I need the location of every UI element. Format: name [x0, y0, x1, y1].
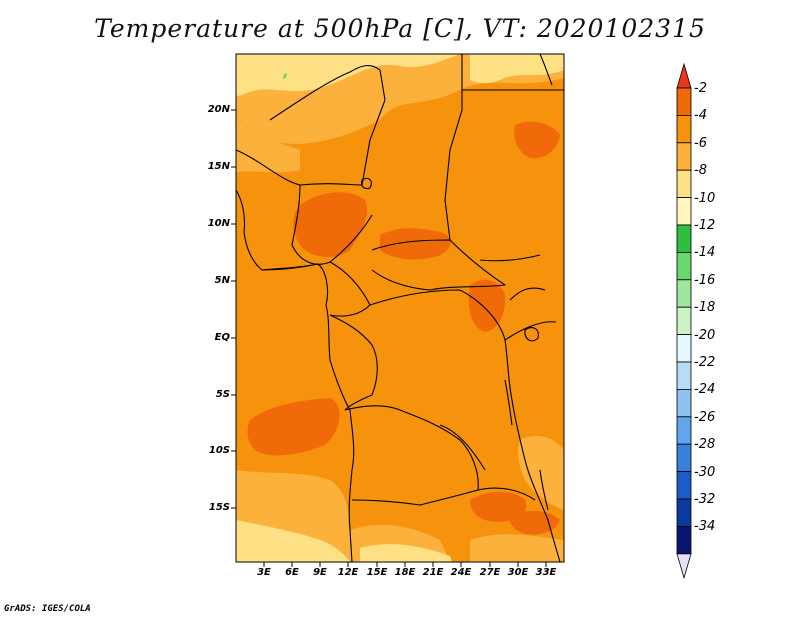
field-region-hot-sudan — [514, 121, 560, 159]
lon-label: 9E — [313, 567, 327, 578]
lat-label: 10N — [207, 218, 230, 229]
colorbar-swatch — [676, 306, 692, 336]
field-region-hot-mozambique — [509, 510, 560, 535]
colorbar-swatch — [676, 224, 692, 253]
lon-label: 18E — [394, 567, 416, 578]
lon-label: 12E — [337, 567, 359, 578]
lon-label: 6E — [285, 567, 299, 578]
border-nigeria — [291, 184, 373, 265]
coastline-east-africa — [504, 339, 561, 563]
colorbar-swatch — [676, 334, 692, 363]
border-east-africa-3 — [479, 254, 541, 262]
lon-label: 24E — [450, 567, 472, 578]
field-region-hot-central — [468, 279, 506, 332]
lon-label: 21E — [422, 567, 444, 578]
lon-label: 27E — [479, 567, 501, 578]
colorbar-label: -4 — [694, 108, 707, 123]
colorbar-label: -2 — [694, 81, 707, 96]
colorbar-arrow-bottom — [676, 553, 692, 580]
border-angola-namibia — [351, 499, 421, 506]
field-region-hot-nigeria — [293, 192, 368, 258]
coast-gulf-guinea — [261, 263, 319, 271]
coastline-angola-namibia — [348, 409, 355, 563]
lake-victoria — [524, 327, 539, 342]
colorbar — [676, 62, 692, 580]
colorbar-swatch — [676, 471, 692, 500]
colorbar-label: -24 — [694, 382, 716, 397]
colorbar-label: -30 — [694, 465, 716, 480]
border-car — [371, 239, 506, 291]
colorbar-swatch — [676, 87, 692, 116]
lake-tanganyika — [504, 379, 513, 426]
lon-label: 33E — [535, 567, 557, 578]
colorbar-label: -34 — [694, 519, 716, 534]
colorbar-swatch — [676, 388, 692, 418]
border-drc-angola — [344, 405, 479, 491]
colorbar-swatch — [676, 169, 692, 198]
colorbar-swatch — [676, 251, 692, 281]
lat-label: 5N — [214, 275, 230, 286]
lat-label: EQ — [214, 332, 230, 343]
field-region-light-south-east — [470, 534, 564, 562]
colorbar-label: -28 — [694, 437, 716, 452]
colorbar-label: -20 — [694, 328, 716, 343]
colorbar-label: -22 — [694, 355, 716, 370]
colorbar-swatch — [676, 115, 692, 144]
field-region-green-speck — [283, 73, 287, 79]
lon-label: 30E — [507, 567, 529, 578]
map-frame — [235, 53, 565, 563]
colorbar-label: -26 — [694, 410, 716, 425]
colorbar-label: -18 — [694, 300, 716, 315]
colorbar-label: -10 — [694, 191, 716, 206]
colorbar-label: -16 — [694, 273, 716, 288]
lat-label: 10S — [208, 445, 230, 456]
lon-label: 3E — [257, 567, 271, 578]
field-region-hot-chad — [380, 228, 451, 260]
colorbar-label: -8 — [694, 163, 707, 178]
field-region-hot-angola — [247, 398, 340, 456]
border-drc-zambia — [439, 424, 486, 471]
border-gabon-congo — [329, 314, 378, 411]
border-east-africa-2 — [509, 287, 546, 301]
border-chad-sudan — [444, 109, 463, 241]
field-region-pale-north — [236, 54, 460, 96]
lake-chad — [360, 177, 372, 190]
colorbar-label: -14 — [694, 245, 716, 260]
lat-label: 20N — [207, 104, 230, 115]
lat-label: 15S — [208, 502, 230, 513]
colorbar-swatch — [676, 416, 692, 445]
border-algeria-niger — [269, 64, 386, 121]
border-mali-niger — [235, 149, 363, 186]
colorbar-swatch — [676, 361, 692, 390]
border-zambia — [419, 487, 536, 506]
field-region-pale-south-mid — [360, 544, 452, 562]
map-panel — [231, 53, 565, 567]
lat-label: 15N — [207, 161, 230, 172]
colorbar-swatch — [676, 526, 692, 555]
lat-label: 5S — [215, 389, 230, 400]
lon-label: 15E — [366, 567, 388, 578]
colorbar-label: -12 — [694, 218, 716, 233]
border-congo-drc — [369, 289, 506, 341]
colorbar-swatch — [676, 142, 692, 171]
border-niger-chad — [361, 99, 386, 186]
map-title: Temperature at 500hPa [C], VT: 202010231… — [94, 14, 706, 43]
colorbar-swatch — [676, 443, 692, 473]
colorbar-swatch — [676, 279, 692, 308]
colorbar-arrow-top — [676, 62, 692, 89]
field-region-light-east-coast — [517, 435, 564, 510]
border-east-africa-1 — [504, 321, 557, 341]
field-region-pale-south — [236, 520, 350, 562]
lake-malawi — [539, 469, 549, 511]
field-region-pale-north-east — [470, 54, 564, 84]
red-sea-coast — [539, 53, 553, 86]
colorbar-swatch — [676, 197, 692, 226]
colorbar-label: -6 — [694, 136, 707, 151]
colorbar-swatch — [676, 498, 692, 527]
colorbar-label: -32 — [694, 492, 716, 507]
grads-credit: GrADS: IGES/COLA — [4, 604, 91, 614]
